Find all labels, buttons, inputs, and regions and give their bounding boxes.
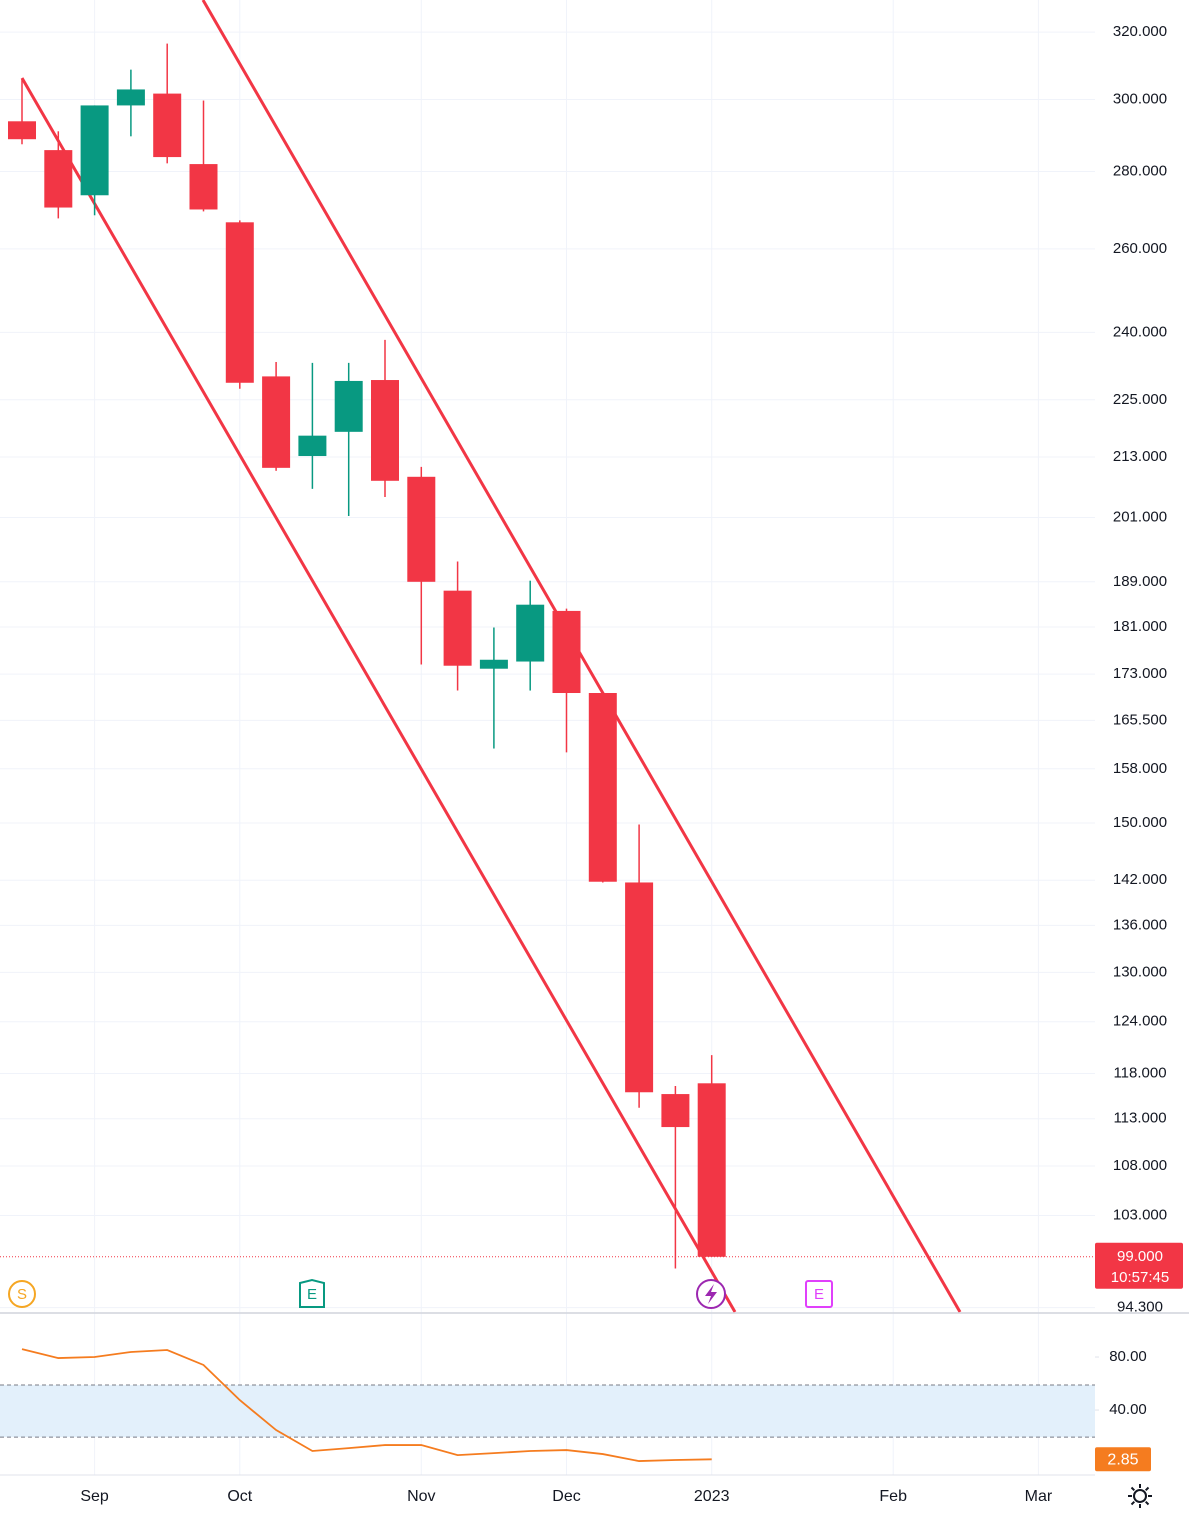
x-tick-label: 2023 <box>694 1488 730 1505</box>
x-tick-label: Feb <box>879 1488 907 1505</box>
channel-lower <box>20 77 737 1313</box>
y-tick-label: 94.300 <box>1117 1299 1163 1316</box>
lightning-icon <box>705 1284 717 1304</box>
y-tick-label: 320.000 <box>1113 23 1167 40</box>
candle-body <box>189 164 218 210</box>
candle-body <box>661 1094 690 1128</box>
candle-body <box>116 89 145 106</box>
countdown: 10:57:45 <box>1111 1269 1169 1286</box>
gear-teeth <box>1128 1484 1152 1508</box>
y-tick-label: 158.000 <box>1113 760 1167 777</box>
candle-body <box>371 380 399 481</box>
y-tick-label: 40.00 <box>1109 1401 1147 1418</box>
channel-upper <box>201 0 962 1313</box>
candle-body <box>552 610 581 694</box>
y-tick-label: 260.000 <box>1113 240 1167 257</box>
candle-body <box>443 590 472 666</box>
y-tick-label: 173.000 <box>1113 665 1167 682</box>
price-label: 99.000 <box>1117 1248 1163 1265</box>
event-label: E <box>814 1286 824 1303</box>
candle-body <box>407 476 436 582</box>
price-label-box <box>1095 1242 1183 1289</box>
x-tick-label: Mar <box>1025 1488 1053 1505</box>
candle-body <box>225 222 254 383</box>
rsi-band <box>0 1384 1095 1438</box>
x-tick-label: Nov <box>407 1488 435 1505</box>
candle-body <box>625 882 654 1093</box>
y-tick-label: 181.000 <box>1113 618 1167 635</box>
event-icon[interactable] <box>805 1280 833 1308</box>
grid <box>0 0 1095 1475</box>
y-tick-label: 165.500 <box>1113 711 1167 728</box>
x-tick-label: Dec <box>552 1488 580 1505</box>
candle-body <box>334 380 363 432</box>
y-tick-label: 136.000 <box>1113 916 1167 933</box>
y-tick-label: 300.000 <box>1113 90 1167 107</box>
y-tick-label: 130.000 <box>1113 963 1167 980</box>
y-tick-label: 225.000 <box>1113 391 1167 408</box>
marks <box>0 43 1095 1462</box>
indicator-label: 2.85 <box>1107 1452 1138 1469</box>
candle-body <box>80 105 109 196</box>
x-tick-label: Sep <box>80 1488 109 1505</box>
y-tick-label: 280.000 <box>1113 162 1167 179</box>
indicator-line <box>21 1348 712 1462</box>
event-label: S <box>17 1286 27 1303</box>
y-tick-label: 103.000 <box>1113 1206 1167 1223</box>
event-icon[interactable] <box>8 1280 36 1308</box>
candle-body <box>298 435 327 457</box>
candle-body <box>479 659 508 669</box>
y-tick-label: 213.000 <box>1113 448 1167 465</box>
y-tick-label: 150.000 <box>1113 814 1167 831</box>
candle-body <box>44 150 73 208</box>
y-tick-label: 189.000 <box>1113 573 1167 590</box>
gear[interactable] <box>1133 1489 1147 1503</box>
band-fill <box>0 1384 1095 1438</box>
settings-icon[interactable] <box>1128 1484 1152 1508</box>
x-tick-label: Oct <box>227 1488 252 1505</box>
candle-body <box>153 93 182 158</box>
y-tick-label: 80.00 <box>1109 1348 1147 1365</box>
candle-body <box>262 376 291 468</box>
event-icon[interactable] <box>299 1278 325 1308</box>
y-tick-label: 201.000 <box>1113 509 1167 526</box>
event-markers: S E E <box>8 1278 833 1309</box>
y-tick-label: 124.000 <box>1113 1013 1167 1030</box>
candle-body <box>8 121 36 140</box>
candle-body <box>697 1083 726 1257</box>
candle-body <box>516 604 545 662</box>
y-tick-label: 113.000 <box>1113 1110 1166 1127</box>
indicator-label-box <box>1095 1447 1151 1472</box>
event-label: E <box>307 1286 317 1303</box>
y-tick-label: 240.000 <box>1113 323 1167 340</box>
y-tick-label: 118.000 <box>1113 1064 1166 1081</box>
y-tick-label: 142.000 <box>1113 871 1167 888</box>
y-tick-label: 108.000 <box>1113 1157 1167 1174</box>
candle-body <box>588 693 617 882</box>
